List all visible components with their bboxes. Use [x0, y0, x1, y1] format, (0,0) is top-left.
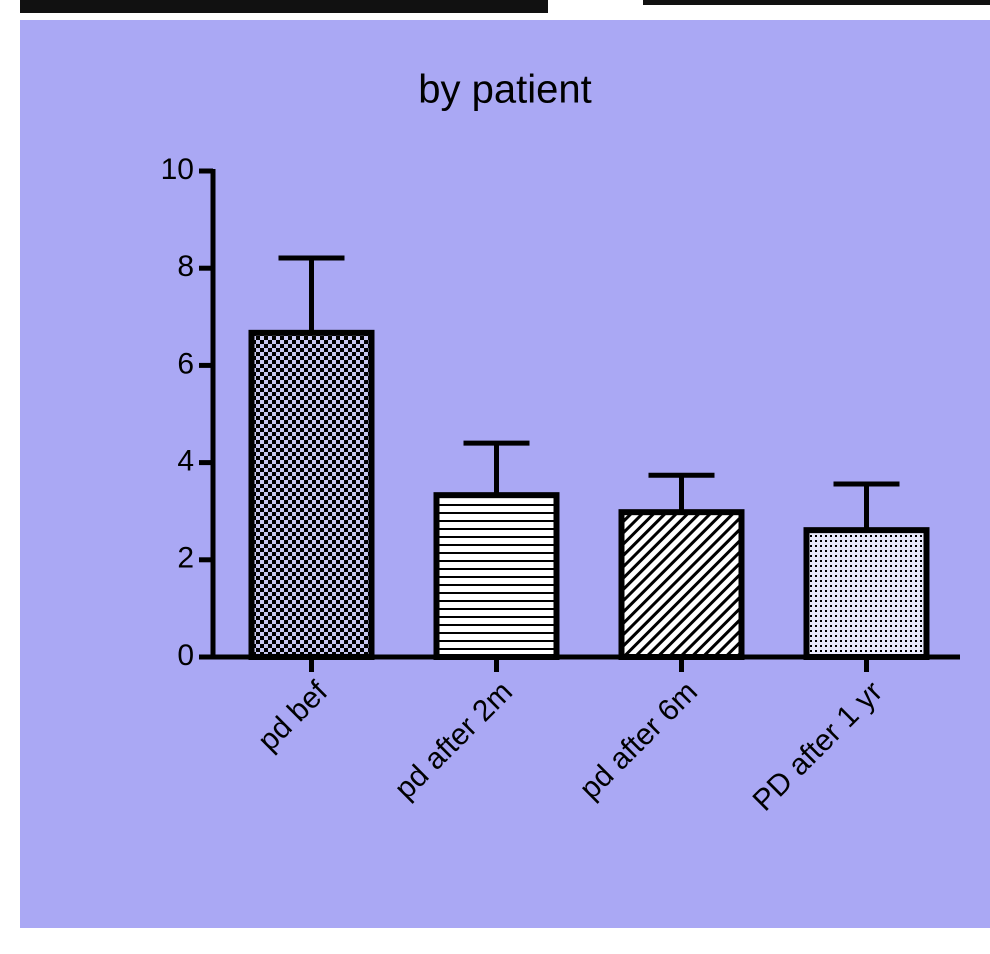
bar	[622, 512, 742, 657]
y-tick-label: 0	[177, 639, 194, 672]
y-tick-label: 4	[177, 445, 194, 478]
bar	[807, 530, 927, 657]
chart: by patient 0246810pd befpd after 2mpd af…	[0, 0, 990, 954]
page: by patient 0246810pd befpd after 2mpd af…	[0, 0, 990, 954]
y-tick-label: 8	[177, 250, 194, 283]
y-tick-label: 2	[177, 542, 194, 575]
image-strip	[643, 0, 990, 5]
image-strip	[20, 0, 548, 13]
bar	[437, 495, 557, 657]
y-tick-label: 6	[177, 347, 194, 380]
bar	[252, 333, 372, 657]
y-tick-label: 10	[161, 153, 194, 186]
chart-title: by patient	[418, 68, 591, 112]
